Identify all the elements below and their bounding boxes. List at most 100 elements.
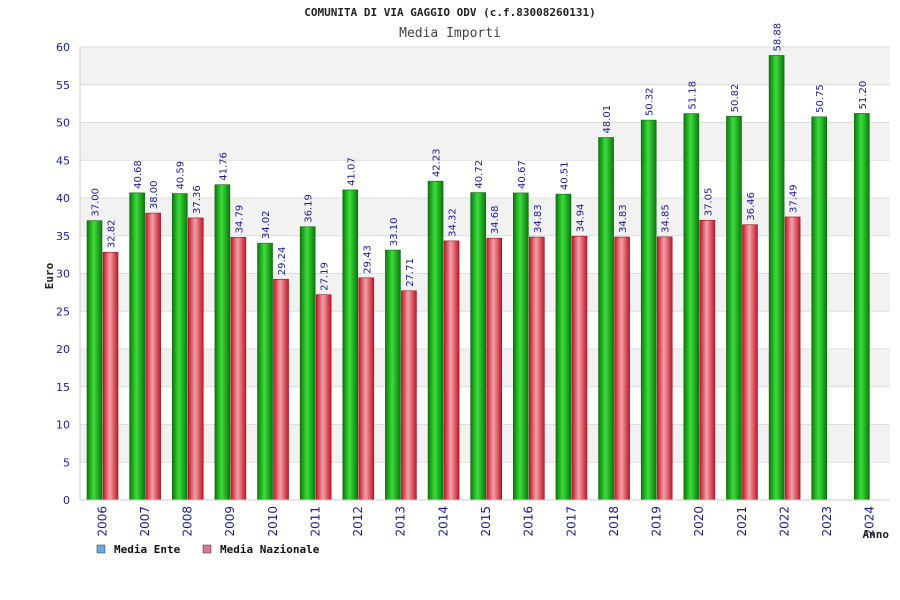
bar-media-nazionale-2021 xyxy=(742,224,758,501)
value-label: 50.32 xyxy=(645,87,656,116)
y-tick-label: 30 xyxy=(56,268,70,281)
bar-media-ente-2009 xyxy=(214,184,231,501)
bar-media-ente-2023 xyxy=(811,116,828,501)
plot-band xyxy=(80,84,890,123)
y-tick-label: 60 xyxy=(56,41,70,54)
x-tick-label: 2015 xyxy=(479,506,493,537)
value-label: 40.59 xyxy=(176,161,187,190)
bars-group xyxy=(86,55,870,501)
value-label: 34.02 xyxy=(261,211,272,240)
bar-media-ente-2019 xyxy=(640,119,657,501)
x-tick-label: 2021 xyxy=(735,506,749,537)
x-tick-label: 2018 xyxy=(607,506,621,537)
x-tick-label: 2019 xyxy=(650,506,664,537)
bar-media-nazionale-2008 xyxy=(187,217,204,501)
bar-media-nazionale-2009 xyxy=(230,237,247,501)
y-tick-label: 0 xyxy=(63,494,70,507)
x-axis-label: Anno xyxy=(863,528,890,541)
y-tick-label: 5 xyxy=(63,456,70,469)
value-label: 40.68 xyxy=(133,160,144,189)
x-tick-label: 2023 xyxy=(820,506,834,537)
value-label: 34.94 xyxy=(575,204,586,233)
bar-media-ente-2018 xyxy=(598,137,614,501)
y-tick-label: 55 xyxy=(56,79,70,92)
x-tick-label: 2022 xyxy=(777,506,791,537)
bar-media-nazionale-2018 xyxy=(614,236,630,501)
bar-media-ente-2022 xyxy=(768,55,785,501)
bar-media-ente-2011 xyxy=(299,226,316,501)
y-tick-label: 40 xyxy=(56,192,70,205)
x-tick-label: 2007 xyxy=(138,506,152,537)
bar-media-nazionale-2012 xyxy=(358,277,375,501)
bar-media-ente-2014 xyxy=(427,180,444,501)
x-tick-label: 2010 xyxy=(266,506,280,537)
chart-title: COMUNITA DI VIA GAGGIO ODV (c.f.83008260… xyxy=(304,6,595,19)
value-label: 36.46 xyxy=(746,192,757,221)
legend-swatch-media-ente xyxy=(96,544,106,554)
x-axis-ticks: 2006 2007 2008 2009 2010 2011 2012 2013 2014 2015… xyxy=(95,506,876,537)
bar-media-nazionale-2020 xyxy=(699,219,716,501)
value-label: 34.83 xyxy=(533,204,544,233)
x-tick-label: 2011 xyxy=(308,506,322,537)
y-axis-ticks: 0 5 10 15 20 25 30 35 40 45 50 55 60 xyxy=(56,41,70,507)
bar-media-nazionale-2010 xyxy=(273,278,289,501)
bar-media-nazionale-2016 xyxy=(529,236,545,501)
bar-media-nazionale-2007 xyxy=(145,212,161,501)
legend: Media Ente Media Nazionale xyxy=(96,543,320,556)
bar-media-ente-2015 xyxy=(470,192,486,501)
value-label: 37.36 xyxy=(192,185,203,214)
value-label: 50.75 xyxy=(815,84,826,113)
value-label: 34.83 xyxy=(618,204,629,233)
value-label: 51.18 xyxy=(687,81,698,110)
y-tick-label: 45 xyxy=(56,154,70,167)
x-tick-label: 2009 xyxy=(223,506,237,537)
value-label: 38.00 xyxy=(149,180,160,209)
value-label: 40.72 xyxy=(474,160,485,189)
value-label: 41.07 xyxy=(346,157,357,186)
value-label: 27.71 xyxy=(405,258,416,287)
bar-media-ente-2008 xyxy=(171,193,188,501)
x-tick-label: 2017 xyxy=(564,506,578,537)
bar-media-nazionale-2013 xyxy=(401,290,417,501)
bar-media-ente-2007 xyxy=(129,192,145,501)
x-tick-label: 2020 xyxy=(692,506,706,537)
bar-media-nazionale-2014 xyxy=(443,240,460,501)
y-tick-label: 25 xyxy=(56,305,70,318)
value-label: 29.43 xyxy=(362,245,373,274)
y-tick-label: 20 xyxy=(56,343,70,356)
bar-media-nazionale-2019 xyxy=(656,236,673,501)
x-tick-label: 2016 xyxy=(522,506,536,537)
y-axis-label: Euro xyxy=(43,262,56,289)
y-tick-label: 10 xyxy=(56,419,70,432)
bar-media-ente-2021 xyxy=(726,116,742,501)
value-label: 50.82 xyxy=(730,84,741,113)
y-tick-label: 50 xyxy=(56,117,70,130)
bar-media-ente-2017 xyxy=(555,193,572,501)
x-tick-label: 2008 xyxy=(181,506,195,537)
y-tick-label: 35 xyxy=(56,230,70,243)
value-label: 42.23 xyxy=(432,149,443,178)
bar-media-ente-2006 xyxy=(86,220,103,501)
value-label: 34.32 xyxy=(448,208,459,237)
value-label: 29.24 xyxy=(277,247,288,276)
chart-subtitle: Media Importi xyxy=(399,26,501,41)
bar-media-nazionale-2011 xyxy=(315,294,332,501)
x-tick-label: 2012 xyxy=(351,506,365,537)
bar-media-ente-2020 xyxy=(683,113,700,501)
legend-label-media-nazionale: Media Nazionale xyxy=(220,543,320,556)
value-label: 40.67 xyxy=(517,160,528,189)
bar-media-nazionale-2022 xyxy=(784,216,801,501)
bar-media-ente-2010 xyxy=(257,242,273,501)
value-labels-group: 37.00 32.82 40.68 38.00 40.59 37.36 41.76 34.79… xyxy=(91,23,869,291)
value-label: 41.76 xyxy=(218,152,229,181)
bar-media-ente-2024 xyxy=(854,113,870,501)
plot-band xyxy=(80,122,890,161)
x-tick-label: 2024 xyxy=(863,506,877,537)
bar-media-ente-2012 xyxy=(342,189,359,501)
bar-media-ente-2016 xyxy=(513,192,529,501)
x-tick-label: 2013 xyxy=(394,506,408,537)
value-label: 37.00 xyxy=(91,188,102,217)
value-label: 34.68 xyxy=(490,206,501,235)
legend-swatch-media-nazionale xyxy=(202,544,212,554)
